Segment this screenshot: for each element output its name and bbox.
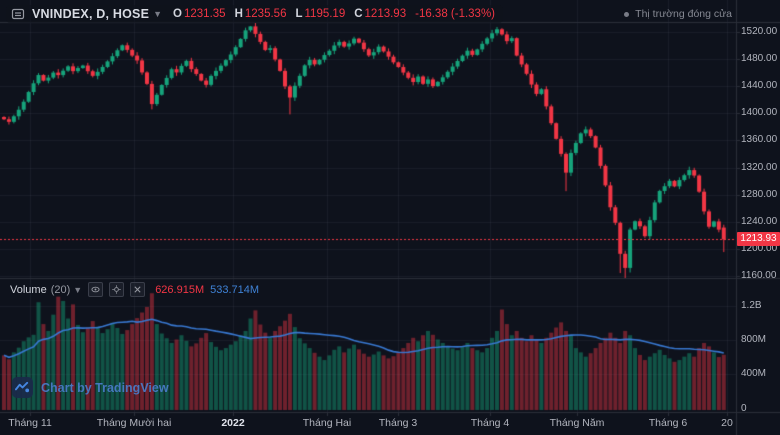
market-status: Thị trường đóng cửa [624, 8, 732, 20]
time-tick-label: Tháng Mười hai [96, 417, 172, 429]
time-tick-label: 20 [721, 417, 733, 429]
ohlc-values: O 1231.35 H 1235.56 L 1195.19 C 1213.93 [173, 8, 406, 20]
time-axis[interactable]: Tháng 11 Tháng Mười hai 2022 Tháng Hai Tháng… [0, 412, 780, 435]
gear-icon[interactable] [109, 282, 125, 297]
price-tick-label: 1240.00 [741, 215, 778, 227]
tradingview-watermark[interactable]: Chart by TradingView [12, 377, 169, 398]
price-tick-label: 1440.00 [741, 80, 778, 92]
price-tick-label: 1520.00 [741, 26, 778, 37]
time-tick-label: Tháng 4 [470, 417, 510, 429]
close-label: C [354, 8, 363, 20]
volume-value: 626.915M [155, 283, 205, 296]
volume-tick-label: 400M [741, 368, 767, 380]
symbol-legend[interactable]: VNINDEX, D, HOSE ▼ O 1231.35 H 1235.56 L 11… [6, 5, 504, 23]
symbol-title[interactable]: VNINDEX, D, HOSE [32, 7, 150, 21]
volume-indicator-param: (20) [50, 283, 71, 296]
time-tick-label: 2022 [221, 417, 245, 429]
close-icon[interactable] [130, 282, 146, 297]
low-value: 1195.19 [304, 8, 346, 20]
price-tick-label: 1480.00 [741, 53, 778, 65]
volume-ma-value: 533.714M [210, 283, 260, 296]
last-price-badge: 1213.93 [737, 232, 780, 247]
tradingview-logo-icon [12, 377, 33, 398]
symbol-menu-icon[interactable] [11, 7, 25, 21]
volume-tick-label: 1.2B [741, 299, 762, 311]
chevron-down-icon[interactable]: ▼ [73, 284, 83, 295]
price-tick-label: 1280.00 [741, 188, 778, 200]
price-axis[interactable]: 1520.00 1480.00 1440.00 1400.00 1360.00 1320.… [737, 0, 780, 281]
eye-icon[interactable] [88, 282, 104, 297]
chevron-down-icon[interactable]: ▼ [153, 9, 163, 19]
volume-tick-label: 0 [741, 402, 747, 414]
watermark-label: Chart by TradingView [41, 380, 169, 395]
volume-tick-label: 800M [741, 333, 767, 345]
close-value: 1213.93 [364, 8, 407, 20]
open-value: 1231.35 [184, 8, 226, 20]
time-tick-label: Tháng 11 [8, 417, 52, 429]
high-label: H [234, 8, 243, 20]
price-tick-label: 1400.00 [741, 107, 778, 119]
price-tick-label: 1160.00 [741, 269, 777, 281]
volume-axis[interactable]: 1.2B 800M 400M 0 [737, 278, 780, 414]
price-tick-label: 1360.00 [741, 134, 778, 146]
market-closed-dot-icon [624, 11, 630, 17]
time-tick-label: Tháng 6 [648, 417, 688, 429]
market-status-label: Thị trường đóng cửa [635, 8, 732, 20]
open-label: O [173, 8, 182, 20]
volume-indicator-title[interactable]: Volume [10, 283, 47, 296]
low-label: L [295, 8, 303, 20]
high-value: 1235.56 [244, 8, 287, 20]
volume-legend[interactable]: Volume (20) ▼ 626.915M 533.714M [10, 282, 259, 297]
time-tick-label: Tháng 3 [378, 417, 418, 429]
price-tick-label: 1200.00 [741, 242, 778, 254]
time-tick-label: Tháng Năm [549, 417, 605, 429]
time-tick-label: Tháng Hai [302, 417, 352, 429]
price-tick-label: 1320.00 [741, 161, 778, 173]
change-value: -16.38 (-1.33%) [415, 8, 496, 20]
